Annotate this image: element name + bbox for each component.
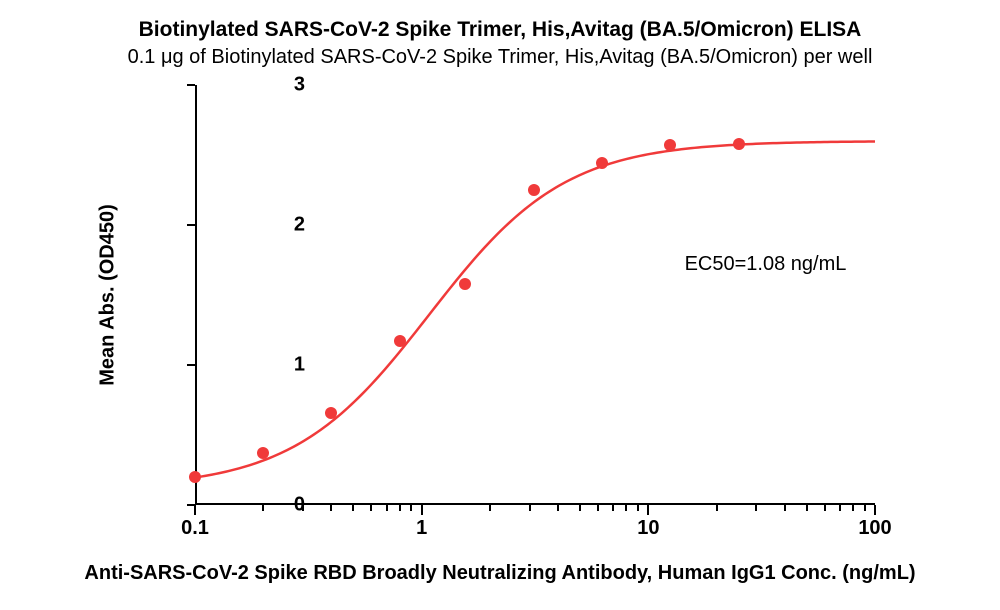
data-point [459,278,471,290]
data-point [189,471,201,483]
data-point [664,139,676,151]
x-tick-minor [352,505,354,511]
x-tick-major [194,505,196,515]
x-tick-minor [824,505,826,511]
x-tick-minor [612,505,614,511]
x-tick-minor [330,505,332,511]
x-tick-minor [597,505,599,511]
x-tick-minor [262,505,264,511]
x-tick-minor [410,505,412,511]
data-point [394,335,406,347]
y-tick-label: 3 [265,74,305,97]
x-tick-minor [625,505,627,511]
x-tick-minor [489,505,491,511]
x-tick-label: 10 [637,517,659,540]
data-point [596,157,608,169]
x-tick-minor [557,505,559,511]
x-tick-minor [370,505,372,511]
curve-svg [195,85,875,505]
x-tick-major [874,505,876,515]
x-tick-minor [386,505,388,511]
x-axis-label: Anti-SARS-CoV-2 Spike RBD Broadly Neutra… [0,562,1000,585]
plot-area: 0.1110100EC50=1.08 ng/mL [195,85,875,505]
y-tick [187,364,195,366]
x-tick-minor [864,505,866,511]
x-tick-label: 1 [416,517,427,540]
x-tick-major [647,505,649,515]
x-tick-minor [579,505,581,511]
data-point [257,447,269,459]
x-tick-label: 100 [858,517,891,540]
chart-container: Biotinylated SARS-CoV-2 Spike Trimer, Hi… [0,0,1000,610]
y-tick-label: 1 [265,354,305,377]
chart-subtitle: 0.1 μg of Biotinylated SARS-CoV-2 Spike … [0,46,1000,69]
ec50-annotation: EC50=1.08 ng/mL [685,253,847,276]
x-tick-minor [784,505,786,511]
x-tick-minor [716,505,718,511]
x-tick-major [421,505,423,515]
x-tick-minor [529,505,531,511]
chart-title: Biotinylated SARS-CoV-2 Spike Trimer, Hi… [0,18,1000,42]
x-tick-minor [637,505,639,511]
x-tick-minor [806,505,808,511]
x-tick-minor [755,505,757,511]
x-tick-label: 0.1 [181,517,209,540]
y-tick [187,224,195,226]
data-point [733,138,745,150]
x-tick-minor [839,505,841,511]
y-tick-label: 2 [265,214,305,237]
x-tick-minor [399,505,401,511]
x-tick-minor [852,505,854,511]
y-tick-label: 0 [265,494,305,517]
y-tick [187,84,195,86]
y-axis-label: Mean Abs. (OD450) [97,204,120,386]
data-point [325,407,337,419]
data-point [528,184,540,196]
